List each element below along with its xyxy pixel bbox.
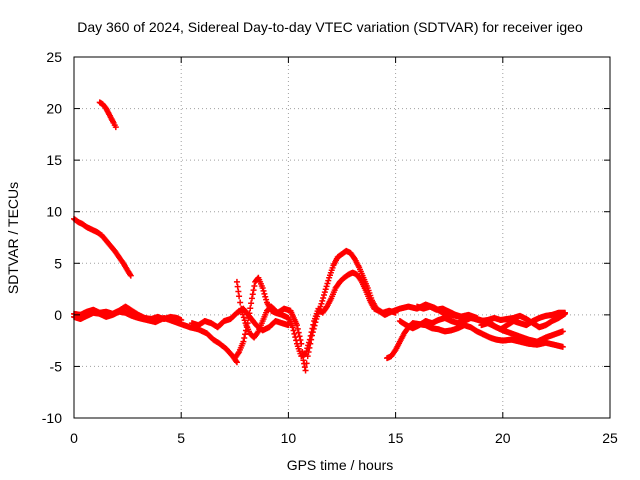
y-tick-label: 5 xyxy=(54,255,62,271)
x-axis-label: GPS time / hours xyxy=(287,457,394,473)
data-point xyxy=(248,300,255,307)
data-point xyxy=(320,294,327,301)
data-point xyxy=(237,299,244,306)
data-point xyxy=(290,327,297,334)
data-point xyxy=(293,322,300,329)
data-point xyxy=(308,336,315,343)
y-axis-label: SDTVAR / TECUs xyxy=(5,182,21,294)
y-tick-label: -5 xyxy=(50,358,63,374)
data-point xyxy=(320,292,327,299)
data-point xyxy=(312,319,319,326)
data-point xyxy=(127,272,134,279)
data-point xyxy=(561,309,568,316)
data-point xyxy=(291,330,298,337)
data-point xyxy=(233,359,240,366)
y-tick-label: 25 xyxy=(46,49,62,65)
data-point xyxy=(319,297,326,304)
data-point xyxy=(262,293,269,300)
data-point xyxy=(559,343,566,350)
data-point xyxy=(303,360,310,367)
data-point xyxy=(296,333,303,340)
series-arc-high-early xyxy=(96,99,119,131)
series-arc-descending xyxy=(71,215,134,279)
data-point xyxy=(294,325,301,332)
chart-title: Day 360 of 2024, Sidereal Day-to-day VTE… xyxy=(77,19,583,35)
data-point xyxy=(311,322,318,329)
grid-layer xyxy=(74,57,610,418)
data-point xyxy=(261,290,268,297)
data-point xyxy=(245,315,252,322)
data-point xyxy=(292,334,299,341)
x-tick-label: 15 xyxy=(388,430,404,446)
data-point xyxy=(246,310,253,317)
data-point xyxy=(248,295,255,302)
data-point xyxy=(299,348,306,355)
data-point xyxy=(250,287,257,294)
data-point xyxy=(310,325,317,332)
data-point xyxy=(289,324,296,331)
data-point xyxy=(318,300,325,307)
data-point xyxy=(254,329,261,336)
data-point xyxy=(322,286,329,293)
data-point xyxy=(241,334,248,341)
data-point xyxy=(251,282,258,289)
x-tick-label: 0 xyxy=(70,430,78,446)
data-point xyxy=(240,314,247,321)
data-point xyxy=(263,296,270,303)
data-point xyxy=(241,317,248,324)
data-point xyxy=(559,328,566,335)
y-tick-label: 20 xyxy=(46,101,62,117)
data-point xyxy=(317,303,324,310)
tick-layer: 0 5 10 15 20 25 -10 -5 0 5 10 15 20 25 xyxy=(42,49,618,446)
x-tick-label: 25 xyxy=(602,430,618,446)
data-point xyxy=(308,332,315,339)
data-point xyxy=(392,309,399,316)
data-point xyxy=(295,329,302,336)
data-point xyxy=(238,305,245,312)
data-point xyxy=(321,289,328,296)
data-point xyxy=(324,280,331,287)
plot-frame xyxy=(73,56,611,419)
x-tick-label: 5 xyxy=(177,430,185,446)
data-point xyxy=(298,340,305,347)
data-point xyxy=(297,337,304,344)
data-layer xyxy=(71,99,568,374)
data-point xyxy=(323,283,330,290)
data-point xyxy=(240,338,247,345)
data-point xyxy=(112,124,119,131)
y-tick-label: 10 xyxy=(46,204,62,220)
y-tick-label: -10 xyxy=(42,410,62,426)
data-point xyxy=(307,340,314,347)
data-point xyxy=(259,285,266,292)
data-point xyxy=(242,331,249,338)
data-point xyxy=(325,277,332,284)
x-tick-label: 10 xyxy=(281,430,297,446)
data-point xyxy=(305,348,312,355)
data-point xyxy=(236,293,243,300)
data-point xyxy=(239,308,246,315)
data-point xyxy=(306,344,313,351)
series-arc-late xyxy=(478,309,568,333)
data-point xyxy=(235,350,242,357)
data-point xyxy=(260,287,267,294)
data-point xyxy=(304,353,311,360)
data-point xyxy=(249,291,256,298)
data-point xyxy=(239,311,246,318)
series-arc-afternoon-peak xyxy=(233,247,399,374)
x-tick-label: 20 xyxy=(495,430,511,446)
data-point xyxy=(302,367,309,374)
series-arc-midday-oscillation xyxy=(231,269,481,362)
data-point xyxy=(309,329,316,336)
y-tick-label: 0 xyxy=(54,307,62,323)
y-tick-label: 15 xyxy=(46,152,62,168)
data-point xyxy=(247,305,254,312)
